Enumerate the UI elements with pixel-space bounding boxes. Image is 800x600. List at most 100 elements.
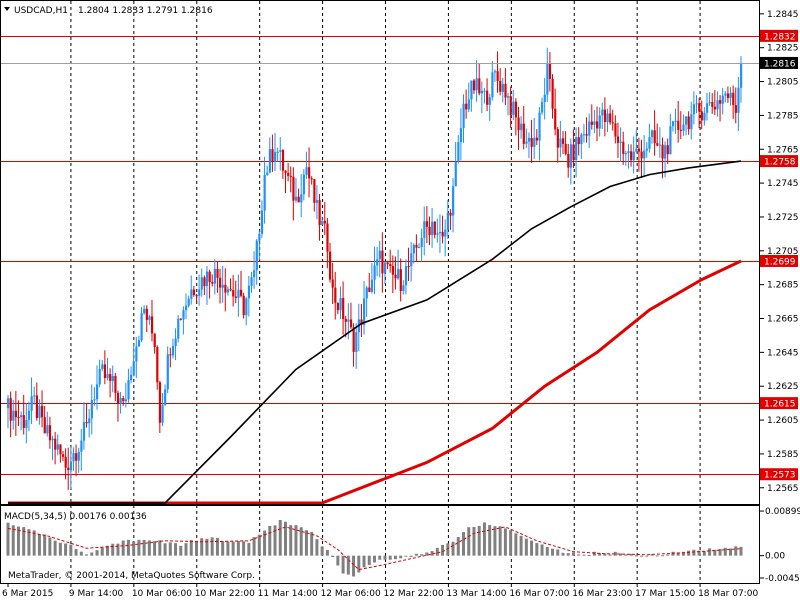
time-tick-label: 10 Mar 06:00 xyxy=(132,589,192,599)
macd-bar xyxy=(252,537,256,556)
price-tick-label: 1.2645 xyxy=(767,348,799,358)
moving-average-slow xyxy=(8,259,742,505)
candle-body xyxy=(22,415,25,428)
candle-body xyxy=(321,220,324,225)
macd-bar xyxy=(378,555,382,560)
price-axis: 1.2845 1.2825 1.2805 1.2785 1.2765 1.2745 1.27… xyxy=(760,10,799,494)
macd-bar xyxy=(174,543,178,556)
macd-bar xyxy=(367,555,371,566)
price-tick-label: 1.2805 xyxy=(767,78,799,88)
candle-body xyxy=(211,281,214,284)
level-price-tag-bg xyxy=(760,468,798,481)
candle-body xyxy=(27,410,31,420)
candle-body xyxy=(627,151,630,154)
candle-body xyxy=(664,145,667,159)
macd-bar xyxy=(509,530,513,556)
macd-bar xyxy=(69,544,73,556)
macd-bar xyxy=(11,525,15,556)
macd-bar xyxy=(352,555,356,577)
candle-body xyxy=(103,364,107,379)
macd-bar xyxy=(6,522,10,556)
macd-bar xyxy=(331,555,335,557)
candle-body xyxy=(114,375,117,393)
price-tick-label: 1.2825 xyxy=(767,44,799,54)
macd-bar xyxy=(545,547,549,556)
time-tick-label: 12 Mar 06:00 xyxy=(321,589,381,599)
candle-body xyxy=(137,340,141,347)
candle-body xyxy=(187,298,190,306)
candle-body xyxy=(268,149,271,173)
macd-bar xyxy=(142,539,146,556)
macd-bar xyxy=(132,541,136,556)
candle-body xyxy=(378,250,381,260)
candle-body xyxy=(305,167,308,175)
candle-body xyxy=(67,467,70,471)
macd-bar xyxy=(645,555,649,557)
candle-body xyxy=(606,113,609,123)
macd-bar xyxy=(100,547,104,556)
candle-body xyxy=(596,121,599,129)
macd-bar xyxy=(79,551,83,556)
candle-body xyxy=(561,138,565,144)
candle-body xyxy=(247,285,251,299)
candle-body xyxy=(274,152,277,162)
candle-body xyxy=(373,265,376,280)
macd-bar xyxy=(294,525,298,556)
candle-body xyxy=(452,186,455,216)
price-tick-label: 1.2845 xyxy=(767,10,799,20)
candle-body xyxy=(480,90,484,94)
level-price-tag: 1.2573 xyxy=(764,471,796,481)
macd-bar xyxy=(16,526,20,556)
candle-body xyxy=(166,354,169,390)
candle-body xyxy=(465,103,468,110)
candle-body xyxy=(661,144,664,159)
candle-body xyxy=(569,144,573,168)
candle-body xyxy=(213,268,217,284)
time-tick-label: 16 Mar 07:00 xyxy=(509,589,569,599)
candle-body xyxy=(30,396,33,411)
candle-body xyxy=(533,137,536,147)
candle-body xyxy=(20,415,23,418)
macd-bar xyxy=(734,546,738,556)
ohlc-values: 1.2804 1.2833 1.2791 1.2816 xyxy=(78,6,213,16)
macd-bar xyxy=(666,554,670,556)
macd-bar xyxy=(404,555,408,557)
candle-body xyxy=(38,405,41,418)
time-tick-label: 6 Mar 2015 xyxy=(2,589,53,599)
candle-body xyxy=(488,97,491,105)
candle-body xyxy=(588,121,591,136)
candle-body xyxy=(185,305,188,311)
candle-body xyxy=(130,374,133,380)
chart-menu-triangle-icon[interactable] xyxy=(4,7,10,11)
macd-bar xyxy=(713,549,717,556)
candle-body xyxy=(677,120,680,130)
macd-bar xyxy=(43,534,47,556)
candle-body xyxy=(713,106,717,110)
candle-body xyxy=(64,456,67,468)
macd-bar xyxy=(48,537,52,556)
macd-bar xyxy=(451,541,455,556)
candle-body xyxy=(75,453,78,461)
candle-body xyxy=(601,109,604,116)
price-tick-label: 1.2785 xyxy=(767,111,799,121)
macd-tick-label: 0.00899 xyxy=(765,507,800,517)
candle-body xyxy=(174,338,177,347)
candle-body xyxy=(72,453,75,462)
macd-bar xyxy=(535,543,539,556)
macd-bar xyxy=(530,540,534,556)
candle-body xyxy=(88,418,91,424)
candle-body xyxy=(289,175,292,177)
price-tick-label: 1.2725 xyxy=(767,213,799,223)
macd-bar xyxy=(456,537,460,556)
macd-bar xyxy=(320,546,324,556)
macd-bar xyxy=(273,525,277,556)
macd-bar xyxy=(194,540,198,556)
candle-body xyxy=(156,347,159,383)
candle-body xyxy=(729,92,732,99)
candle-body xyxy=(158,382,162,423)
macd-bar xyxy=(634,555,638,557)
price-tick-label: 1.2565 xyxy=(767,484,799,494)
macd-bar xyxy=(467,527,471,556)
candle-body xyxy=(255,240,258,271)
